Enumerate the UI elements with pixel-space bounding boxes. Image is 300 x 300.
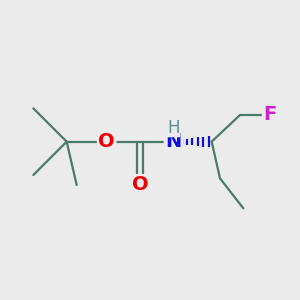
Text: F: F <box>263 106 277 124</box>
Text: N: N <box>165 132 182 151</box>
Text: H: H <box>167 119 180 137</box>
Text: O: O <box>132 176 148 194</box>
Text: O: O <box>98 132 115 151</box>
